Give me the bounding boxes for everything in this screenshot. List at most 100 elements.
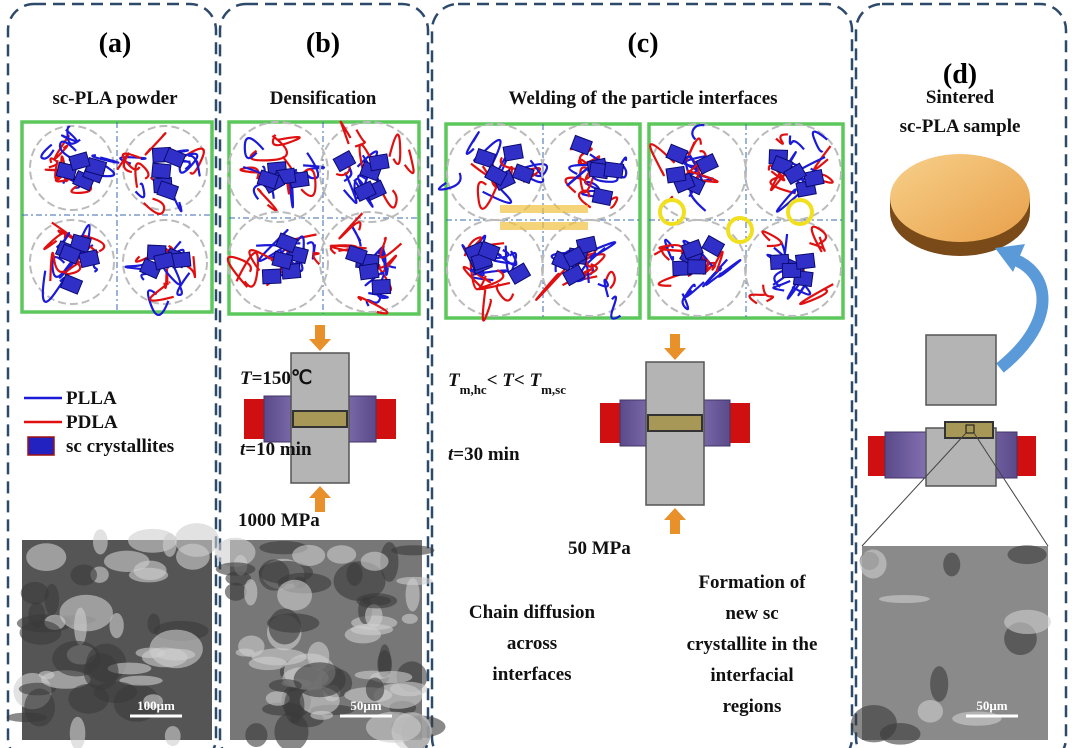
sem-texture: [39, 671, 55, 680]
particle-outline: [447, 220, 543, 316]
sem-texture: [390, 682, 428, 696]
note: new sc: [725, 603, 778, 624]
sem-texture: [879, 595, 930, 603]
pressure-arrow: [664, 334, 686, 360]
legend-label: PLLA: [66, 388, 117, 409]
sem-texture: [147, 614, 160, 634]
punch: [646, 362, 704, 505]
note: crystallite in the: [687, 634, 818, 655]
sem-texture: [26, 543, 66, 571]
sem-texture: [104, 551, 150, 572]
legend-label: sc crystallites: [66, 436, 174, 457]
sem-texture: [216, 562, 256, 575]
particle: [123, 220, 207, 315]
chain: [497, 284, 513, 301]
chain: [692, 125, 704, 139]
crystallite: [369, 154, 389, 171]
sem-texture: [71, 564, 98, 585]
sintered-disc: [890, 154, 1030, 242]
condition-part: =30 min: [453, 444, 520, 465]
condition-part: <: [487, 370, 503, 391]
sem-texture: [175, 523, 219, 557]
sem-texture: [244, 579, 257, 605]
note: Formation of: [698, 572, 806, 593]
crystallite: [152, 163, 171, 179]
chain: [685, 282, 704, 297]
particle: [745, 124, 841, 220]
crystallite: [666, 166, 686, 183]
sample: [293, 411, 347, 427]
chain: [611, 297, 620, 319]
panel-title: Densification: [270, 88, 377, 109]
sem-texture: [351, 624, 393, 635]
chain: [355, 130, 365, 147]
pressure: 50 MPa: [568, 538, 631, 559]
sem-texture: [1007, 545, 1046, 564]
particle: [30, 126, 118, 210]
particle: [650, 124, 746, 220]
scale-label: 50μm: [976, 698, 1007, 713]
note: Chain diffusion: [469, 602, 596, 623]
sem-texture: [860, 550, 887, 579]
chain: [749, 294, 765, 303]
condition-part: =10 min: [245, 439, 312, 460]
chain: [483, 290, 491, 321]
panel-label: (a): [99, 28, 132, 59]
particle: [536, 220, 638, 319]
crystallite: [508, 263, 531, 284]
sem-texture: [163, 533, 177, 557]
chain: [598, 280, 608, 297]
chain: [790, 136, 804, 150]
crystallite: [592, 188, 612, 205]
red-block: [600, 403, 620, 443]
sem-texture: [165, 726, 181, 746]
sem-texture: [406, 578, 420, 611]
crystallite: [604, 162, 624, 178]
note: interfacial: [710, 665, 793, 686]
scale-label: 100μm: [137, 698, 175, 713]
red-block: [1016, 436, 1036, 476]
sem-texture: [45, 584, 60, 615]
condition-part: m,hc: [460, 382, 487, 397]
crystallite: [795, 253, 815, 269]
crystallite: [157, 181, 179, 200]
red-block: [376, 399, 396, 439]
particle: [228, 212, 328, 312]
sem-texture: [402, 614, 418, 624]
condition-part: =150℃: [252, 368, 313, 389]
welded-chains: [500, 222, 588, 230]
sample: [648, 415, 702, 431]
panel-title: Welding of the particle interfaces: [508, 88, 777, 109]
punch: [926, 335, 996, 405]
panel-title: sc-PLA sample: [900, 116, 1021, 137]
sem-texture: [943, 553, 960, 577]
legend-swatch: [28, 437, 54, 455]
chain: [144, 199, 164, 214]
sem-texture: [20, 620, 62, 644]
sem-texture: [7, 713, 47, 722]
panel-title: sc-PLA powder: [52, 88, 178, 109]
curved-arrow: [1000, 258, 1043, 368]
sem-texture: [356, 593, 397, 608]
sem-texture: [327, 545, 356, 563]
sem-texture: [294, 662, 346, 697]
sem-texture: [277, 580, 312, 611]
chain: [41, 145, 53, 159]
crystallite: [359, 263, 379, 279]
crystallite: [333, 151, 356, 172]
sample: [945, 422, 993, 438]
particle: [30, 220, 114, 304]
sem-texture: [269, 679, 302, 692]
sem-texture: [225, 583, 247, 601]
chain: [339, 213, 362, 238]
figure: PLLAPDLAsc crystallites100μm50μm50μm(a)s…: [0, 0, 1072, 748]
panel-title: Sintered: [926, 87, 995, 108]
panel-label: (d): [943, 59, 977, 90]
sem-texture: [236, 648, 255, 656]
sem-texture: [157, 649, 196, 661]
sem-texture: [930, 666, 948, 702]
note: interfaces: [492, 664, 571, 685]
crystallite: [372, 279, 391, 294]
sem-texture: [952, 711, 1001, 725]
red-block: [244, 399, 264, 439]
